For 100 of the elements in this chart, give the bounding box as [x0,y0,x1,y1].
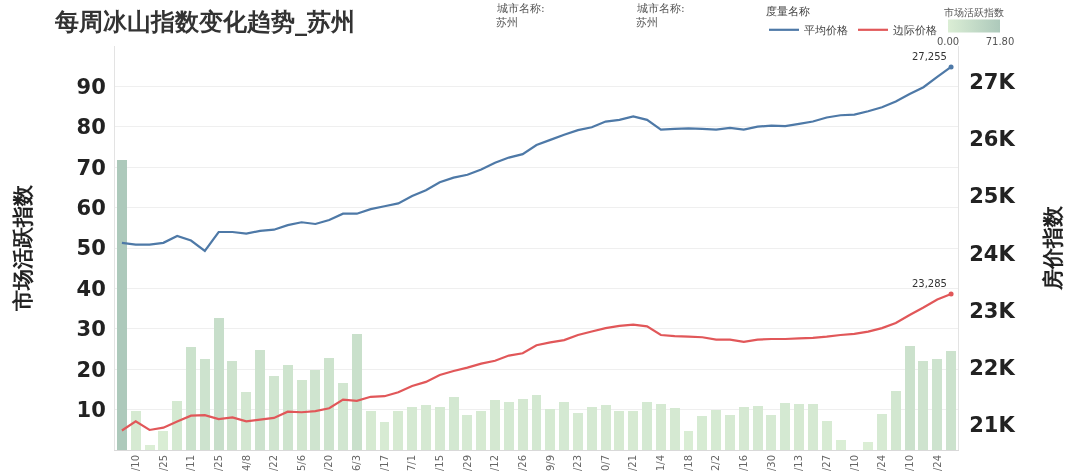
x-tick-label: /12 [489,455,501,472]
bar [504,402,514,450]
bar [684,431,693,450]
bar [725,415,735,450]
x-tick-label: /21 [627,455,639,472]
x-tick-label: /27 [820,455,832,472]
bar [532,395,541,450]
text: 苏州 [636,16,658,29]
bar [836,440,846,450]
color-bar-label: 71.80 [985,36,1015,47]
legend-label: 边际价格 [893,24,937,38]
bar [628,411,638,450]
x-tick-label: /23 [572,455,584,472]
bar [587,407,597,450]
y2-tick-label: 23K [969,298,1016,323]
legend-label: 平均价格 [804,24,848,38]
bar [573,413,583,450]
x-tick-label: /10 [903,455,915,472]
bar [186,347,196,450]
bar [393,411,403,450]
x-tick-label: /17 [378,455,390,472]
bar [891,391,901,450]
bar [794,404,804,450]
x-tick-label: /24 [931,455,943,472]
y2-tick-label: 21K [969,413,1016,438]
x-tick-label: 7/1 [406,455,418,472]
x-tick-label: 6/3 [351,455,363,472]
x-tick-label: 4/8 [240,455,252,472]
bar [241,392,251,450]
y-tick-label: 70 [76,155,106,180]
bar [476,411,486,450]
color-bar-title: 市场活跃指数 [944,7,1004,18]
bar [518,399,528,450]
x-tick-label: /10 [848,455,860,472]
y2-tick-label: 25K [969,184,1016,209]
bar [366,411,376,450]
x-tick-label: /25 [212,455,224,472]
y-tick-label: 40 [76,276,106,301]
bar [297,380,307,450]
bar [352,334,362,450]
x-tick-label: /29 [461,455,473,472]
bar [863,442,873,450]
y2-tick-label: 27K [969,69,1016,94]
x-tick-label: 9/9 [544,455,556,472]
bar [780,403,790,450]
bar [449,397,459,450]
y-tick-label: 50 [76,236,106,261]
y-tick-label: 60 [76,195,106,220]
legend-title: 度量名称 [766,5,810,19]
color-bar-label: 0.00 [936,36,960,47]
y-tick-label: 90 [76,74,106,99]
bar [946,351,956,450]
y-tick-label: 20 [76,357,106,382]
text: 城市名称: [636,2,685,15]
bar [131,411,141,450]
bar [642,402,652,450]
bar [753,406,763,450]
bar [808,404,818,450]
bar [822,421,832,450]
bar [338,383,348,450]
x-tick-label: /26 [516,455,528,472]
bar [421,405,431,450]
bar [559,402,569,450]
y2-tick-label: 22K [969,355,1016,380]
x-tick-label: 2/2 [710,455,722,472]
chart-title: 每周冰山指数变化趋势_苏州 [54,8,355,37]
bar [877,414,887,450]
bar [214,318,224,450]
bar [711,410,721,450]
data-label: 23,285 [911,278,947,290]
text: 城市名称: [496,2,545,15]
x-tick-label: /11 [185,455,197,472]
bar [435,407,445,450]
bar [380,422,389,450]
bar [462,415,472,450]
x-tick-label: /13 [793,455,805,472]
y2-tick-label: 24K [969,241,1016,266]
y-axis-title: 市场活跃指数 [10,184,35,312]
bar [407,407,417,450]
text: 苏州 [496,16,518,29]
y-tick-label: 80 [76,115,106,140]
x-tick-label: /18 [682,455,694,472]
bar [601,405,611,450]
y-tick-label: 30 [76,317,106,342]
bar [697,416,707,450]
bar [117,160,127,450]
bar [614,411,624,450]
bar [145,445,155,450]
bar [656,404,666,450]
data-label: 27,255 [911,51,947,63]
x-tick-label: /24 [876,455,888,472]
x-tick-label: /22 [268,455,280,472]
y2-axis-title: 房价指数 [1040,205,1065,291]
x-tick-label: /20 [323,455,335,472]
x-tick-label: /10 [129,455,141,472]
bar [905,346,915,450]
bar [739,407,749,450]
y-tick-label: 10 [76,397,106,422]
bar [172,401,182,450]
bar [545,409,555,450]
